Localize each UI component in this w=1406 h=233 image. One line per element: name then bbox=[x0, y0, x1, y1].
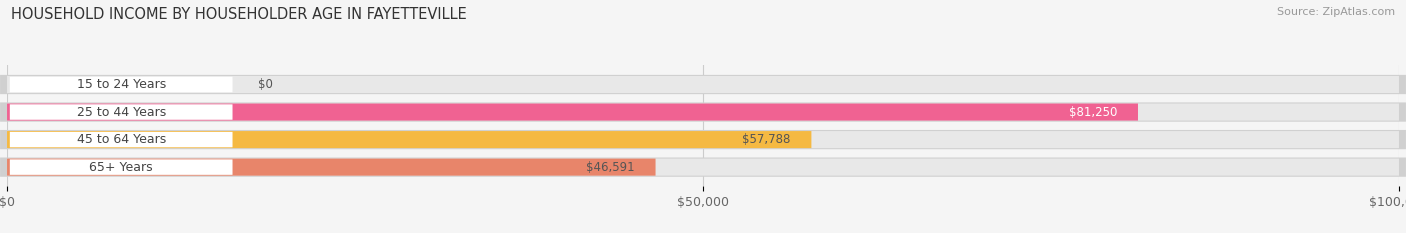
FancyBboxPatch shape bbox=[0, 103, 1406, 122]
FancyBboxPatch shape bbox=[0, 158, 1406, 177]
FancyBboxPatch shape bbox=[7, 76, 1399, 93]
Text: 15 to 24 Years: 15 to 24 Years bbox=[76, 78, 166, 91]
Text: 65+ Years: 65+ Years bbox=[90, 161, 153, 174]
FancyBboxPatch shape bbox=[7, 159, 655, 176]
FancyBboxPatch shape bbox=[10, 159, 232, 175]
FancyBboxPatch shape bbox=[7, 103, 1137, 121]
Text: $57,788: $57,788 bbox=[742, 133, 790, 146]
Text: HOUSEHOLD INCOME BY HOUSEHOLDER AGE IN FAYETTEVILLE: HOUSEHOLD INCOME BY HOUSEHOLDER AGE IN F… bbox=[11, 7, 467, 22]
Text: $0: $0 bbox=[257, 78, 273, 91]
Text: Source: ZipAtlas.com: Source: ZipAtlas.com bbox=[1277, 7, 1395, 17]
FancyBboxPatch shape bbox=[10, 77, 232, 92]
FancyBboxPatch shape bbox=[10, 104, 232, 120]
FancyBboxPatch shape bbox=[0, 75, 1406, 94]
FancyBboxPatch shape bbox=[7, 103, 1399, 121]
Text: 45 to 64 Years: 45 to 64 Years bbox=[76, 133, 166, 146]
Text: $46,591: $46,591 bbox=[586, 161, 634, 174]
Text: 25 to 44 Years: 25 to 44 Years bbox=[76, 106, 166, 119]
FancyBboxPatch shape bbox=[7, 131, 1399, 148]
FancyBboxPatch shape bbox=[7, 131, 811, 148]
FancyBboxPatch shape bbox=[10, 132, 232, 147]
Text: $81,250: $81,250 bbox=[1069, 106, 1118, 119]
FancyBboxPatch shape bbox=[0, 130, 1406, 149]
FancyBboxPatch shape bbox=[7, 159, 1399, 176]
